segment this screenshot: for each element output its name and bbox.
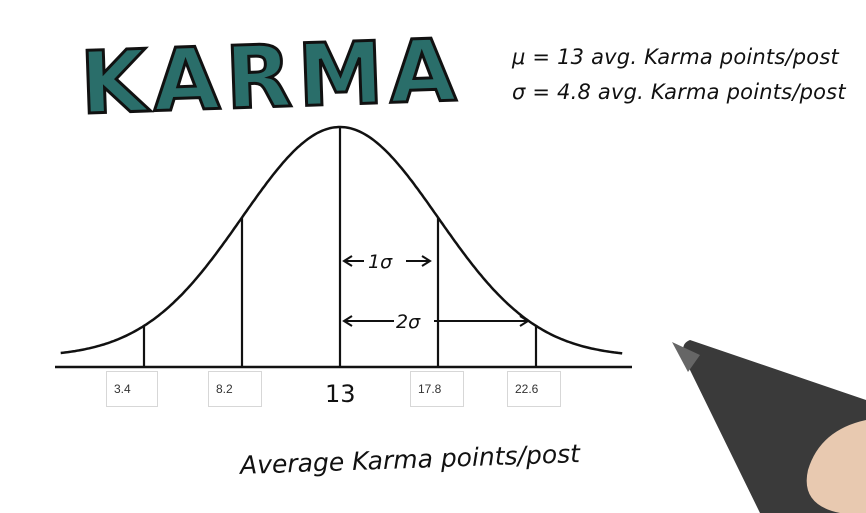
one-sigma-label: 1σ [368, 251, 393, 273]
bell-curve [60, 125, 623, 355]
sd-annotation: σ = 4.8 avg. Karma points/post [512, 80, 846, 104]
one-sigma-annotation: 1σ [342, 248, 432, 273]
pen-illustration [672, 340, 866, 513]
page-title: KARMA [79, 21, 464, 134]
tick-label-13: 13 [325, 380, 356, 408]
two-sigma-label: 2σ [396, 311, 421, 333]
tick-label-3-4: 3.4 [106, 371, 158, 407]
two-sigma-annotation: 2σ [342, 308, 530, 333]
sigma-lines [142, 127, 538, 367]
tick-label-17-8: 17.8 [410, 371, 464, 407]
tick-label-8-2: 8.2 [208, 371, 262, 407]
tick-label-22-6: 22.6 [507, 371, 561, 407]
mean-annotation: μ = 13 avg. Karma points/post [512, 45, 839, 69]
